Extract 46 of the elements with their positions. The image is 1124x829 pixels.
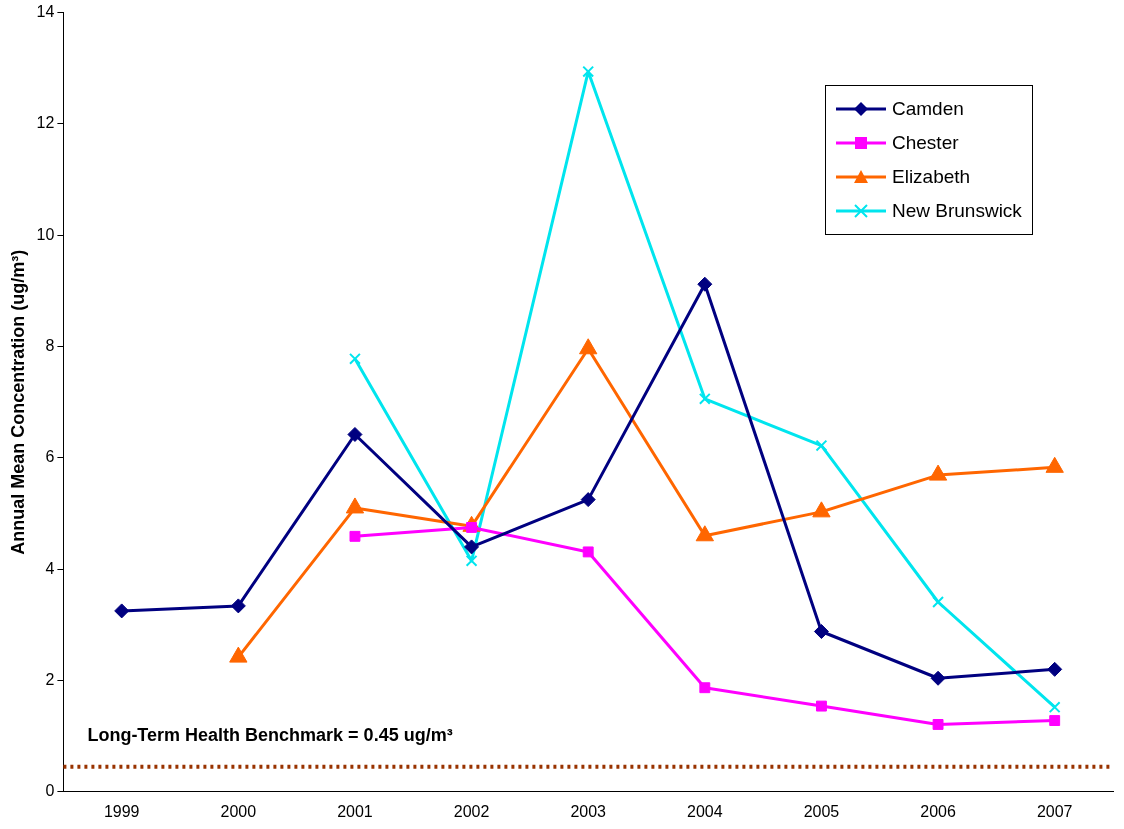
- y-tick-label: 6: [45, 448, 55, 466]
- point: [813, 624, 829, 640]
- y-tick-label: 12: [36, 114, 55, 132]
- ref-line-label: Long-Term Health Benchmark = 0.45 ug/m³: [87, 724, 453, 745]
- point: [464, 539, 480, 555]
- point: [582, 546, 594, 558]
- x-tick-label: 2000: [220, 802, 257, 820]
- y-tick-label: 10: [36, 225, 55, 243]
- y-tick-label: 0: [45, 782, 55, 800]
- y-axis-title: Annual Mean Concentration (ug/m³): [7, 249, 28, 555]
- point: [1049, 715, 1061, 727]
- x-tick-label: 2004: [687, 802, 723, 820]
- y-tick-label: 14: [36, 3, 55, 21]
- point: [349, 530, 361, 542]
- x-tick-label: 2001: [337, 802, 373, 820]
- y-tick-label: 8: [45, 336, 55, 354]
- point: [579, 338, 598, 355]
- point: [349, 352, 361, 365]
- point: [699, 682, 711, 694]
- x-tick-label: 1999: [103, 802, 140, 820]
- y-tick-label: 4: [45, 559, 55, 577]
- legend-label: New Brunswick: [892, 199, 1022, 222]
- point: [582, 65, 595, 78]
- point: [698, 392, 711, 405]
- x-tick-label: 2005: [803, 802, 840, 820]
- point: [347, 426, 363, 442]
- point: [932, 719, 944, 730]
- point: [697, 276, 713, 292]
- x-tick-label: 2007: [1036, 802, 1073, 820]
- point: [815, 439, 828, 452]
- legend-label: Chester: [892, 131, 959, 154]
- point: [230, 598, 246, 614]
- point: [932, 596, 945, 608]
- point: [1048, 701, 1061, 714]
- point: [815, 700, 827, 712]
- point: [1047, 661, 1063, 677]
- x-tick-label: 2006: [920, 802, 956, 820]
- legend-label: Elizabeth: [892, 165, 971, 188]
- point: [930, 670, 946, 686]
- x-tick-label: 2003: [570, 802, 607, 820]
- point: [580, 492, 596, 508]
- x-tick-label: 2002: [453, 802, 490, 820]
- y-tick-label: 2: [45, 670, 55, 688]
- point: [114, 603, 130, 619]
- point: [465, 554, 478, 567]
- legend-label: Camden: [892, 97, 964, 120]
